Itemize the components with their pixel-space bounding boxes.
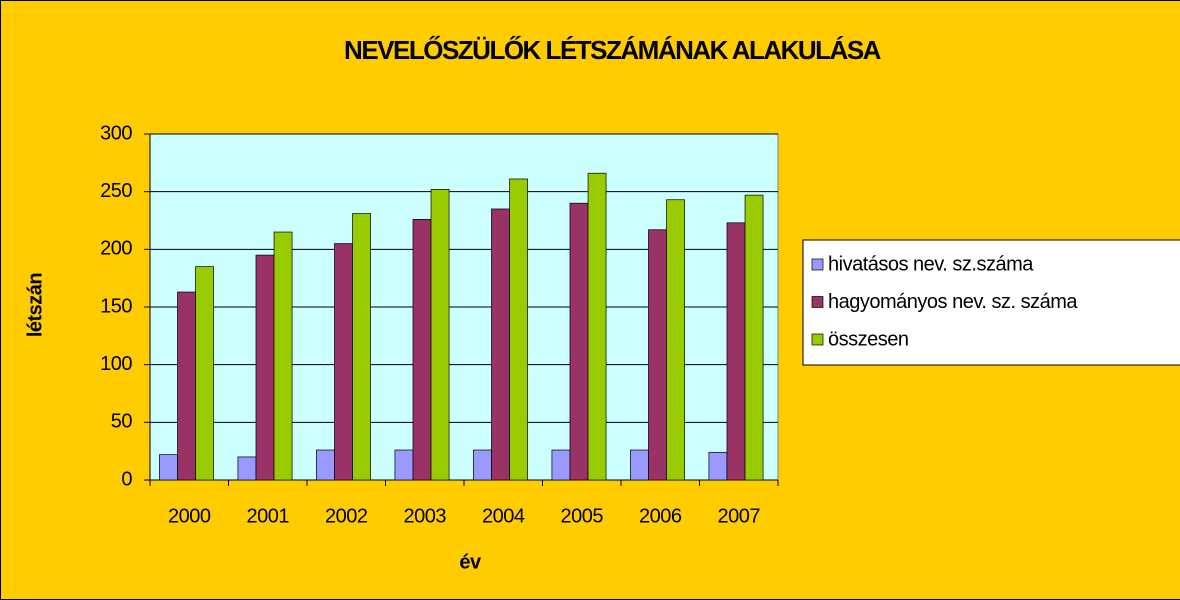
legend-label: hivatásos nev. sz.száma: [828, 253, 1034, 275]
y-tick-label: 50: [111, 411, 133, 433]
bar: [195, 266, 214, 481]
bar: [744, 194, 764, 481]
bar: [334, 243, 353, 481]
bar: [430, 189, 450, 481]
y-axis-label: létszán: [24, 273, 46, 337]
x-tick-label: 2007: [718, 505, 761, 527]
bar: [569, 202, 589, 481]
x-tick-label: 2001: [247, 505, 290, 527]
bar: [587, 172, 607, 481]
legend-swatch: [811, 296, 824, 308]
legend-swatch: [811, 333, 824, 346]
bar: [412, 218, 432, 481]
x-tick-label: 2004: [482, 505, 525, 527]
legend-label: hagyományos nev. sz. száma: [828, 291, 1078, 313]
y-tick-label: 150: [100, 295, 132, 317]
bar: [551, 449, 571, 481]
bar: [177, 291, 196, 481]
bar: [237, 456, 257, 481]
legend: [802, 239, 1180, 366]
y-tick-label: 0: [121, 468, 132, 490]
x-tick-label: 2006: [639, 505, 682, 527]
x-tick-label: 2003: [404, 505, 447, 527]
y-tick-label: 200: [100, 238, 132, 260]
bar: [159, 454, 178, 481]
bar: [473, 449, 492, 481]
x-axis-label: év: [459, 551, 482, 573]
x-tick-label: 2002: [325, 505, 368, 527]
chart-title: NEVELŐSZÜLŐK LÉTSZÁMÁNAK ALAKULÁSA: [344, 35, 882, 65]
bar: [394, 449, 414, 481]
bar: [491, 208, 510, 481]
bar: [352, 213, 371, 481]
bar: [726, 222, 746, 481]
bar: [273, 231, 293, 481]
bar: [316, 449, 335, 481]
x-tick-label: 2000: [168, 505, 211, 527]
bar: [648, 229, 667, 481]
legend-label: összesen: [828, 328, 909, 350]
bar: [708, 451, 728, 481]
y-tick-label: 100: [100, 353, 132, 375]
bar: [255, 254, 275, 481]
bar: [666, 199, 685, 481]
x-tick-label: 2005: [561, 505, 604, 527]
y-tick-label: 250: [100, 180, 132, 202]
bar: [630, 449, 649, 481]
y-tick-label: 300: [100, 122, 132, 144]
legend-swatch: [811, 258, 824, 271]
bar: [509, 178, 528, 481]
